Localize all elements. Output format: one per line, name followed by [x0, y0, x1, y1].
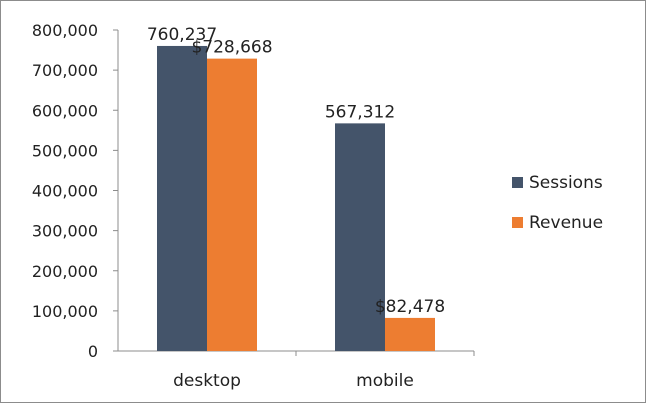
y-tick-label: 0: [88, 342, 98, 361]
y-tick-label: 800,000: [32, 21, 98, 40]
legend-swatch-revenue: [512, 217, 523, 228]
x-category-label: desktop: [173, 371, 241, 391]
data-label-sessions-desktop: 760,237: [147, 25, 217, 45]
x-axis-labels: desktop mobile: [173, 351, 475, 391]
bar-sessions-desktop: [157, 45, 207, 352]
y-tick-label: 500,000: [32, 141, 98, 160]
chart-legend: Sessions Revenue: [512, 173, 603, 233]
y-tick-label: 300,000: [32, 222, 98, 241]
y-tick-label: 200,000: [32, 262, 98, 281]
data-label-sessions-mobile: 567,312: [325, 102, 395, 122]
data-label-revenue-mobile: $82,478: [375, 297, 445, 317]
y-tick-label: 100,000: [32, 302, 98, 321]
y-tick-label: 700,000: [32, 61, 98, 80]
legend-label-sessions: Sessions: [529, 173, 603, 193]
y-tick-label: 600,000: [32, 101, 98, 120]
y-tick-label: 400,000: [32, 182, 98, 201]
bar-revenue-mobile: [385, 317, 435, 351]
bar-sessions-mobile: [335, 123, 385, 351]
legend-swatch-sessions: [512, 177, 523, 188]
legend-label-revenue: Revenue: [529, 213, 603, 233]
bar-revenue-desktop: [207, 58, 257, 352]
y-axis-ticks: 0 100,000 200,000 300,000 400,000 500,000 600,…: [32, 21, 118, 361]
chart-bars: [157, 45, 435, 352]
data-labels: 760,237$728,668 567,312 $82,478: [147, 25, 445, 317]
x-category-label: mobile: [356, 371, 414, 391]
data-label-revenue-desktop: $728,668: [191, 38, 272, 58]
